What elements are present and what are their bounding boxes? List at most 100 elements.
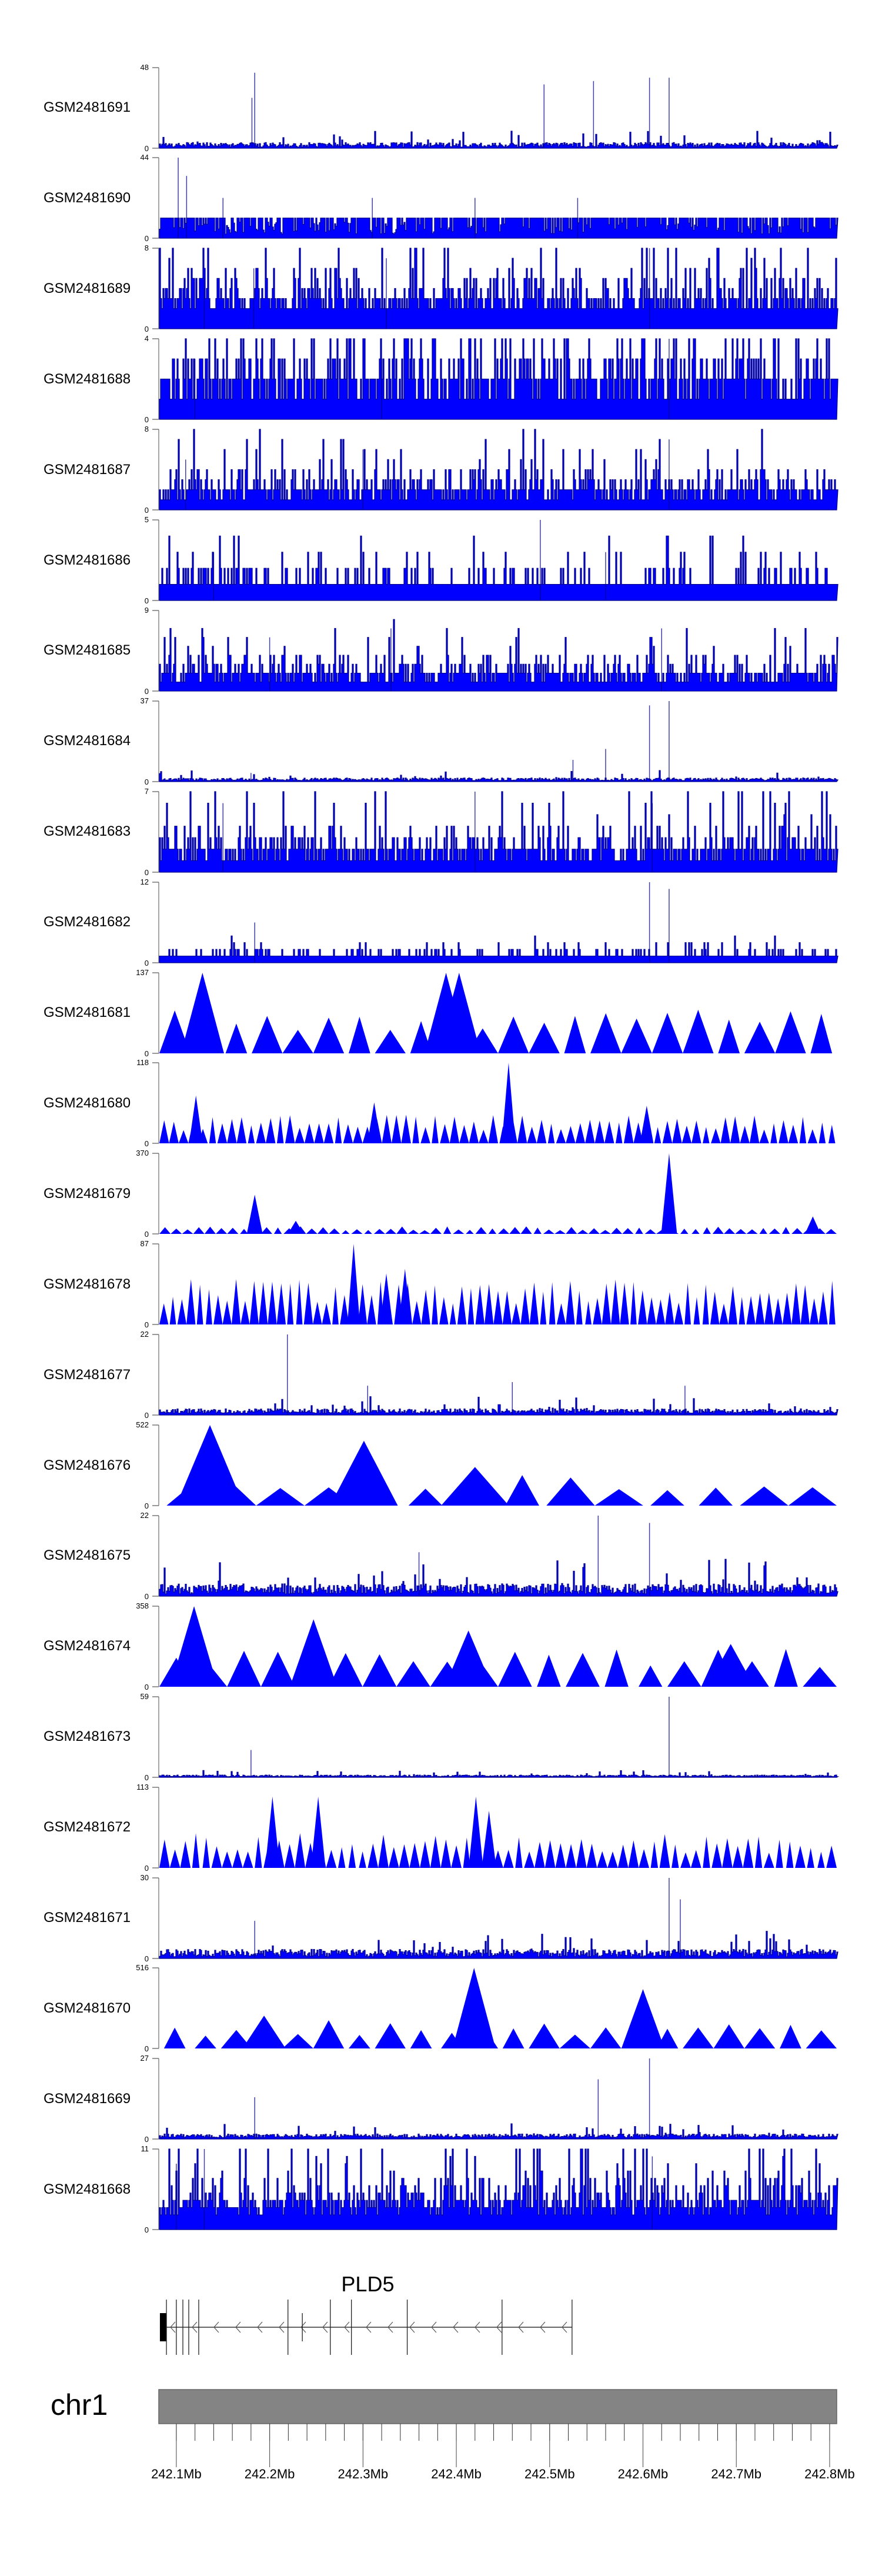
chromosome-label: chr1 [51, 2388, 108, 2421]
strand-arrow-icon [300, 2321, 306, 2333]
signal-peak [246, 1194, 263, 1234]
y-tick-label-min: 0 [145, 1320, 149, 1329]
track-plot: 90 [145, 606, 838, 696]
track-plot: 80 [145, 243, 838, 333]
strand-arrow-icon [344, 2321, 350, 2333]
track-plot: 522 0 [136, 1420, 837, 1510]
strand-arrow-icon [431, 2321, 437, 2333]
y-tick-label-min: 0 [145, 1139, 149, 1148]
track-plot: 50 [145, 515, 838, 605]
track-plot: 137 0 [136, 968, 833, 1058]
track-label: GSM2481689 [44, 280, 131, 296]
signal-area [159, 1559, 838, 1597]
track-label: GSM2481687 [44, 461, 131, 478]
signal-area [159, 248, 838, 329]
track-label: GSM2481670 [44, 2000, 131, 2016]
x-tick-label: 242.4Mb [431, 2467, 482, 2481]
gene-model [159, 2300, 573, 2355]
y-tick-label-min: 0 [145, 1864, 149, 1873]
signal-area [159, 218, 838, 239]
y-tick-label-max: 113 [136, 1783, 149, 1791]
signal-peak [288, 1221, 304, 1234]
signal-peak [621, 1989, 665, 2049]
strand-arrow-icon [387, 2321, 393, 2333]
strand-arrow-icon [518, 2321, 524, 2333]
y-tick-label-min: 0 [145, 868, 149, 877]
y-tick-label-min: 0 [145, 778, 149, 786]
track-plot: 44 0 [141, 153, 838, 243]
strand-arrow-icon [366, 2321, 372, 2333]
signal-area [159, 1770, 840, 1778]
track-label: GSM2481674 [44, 1638, 131, 1654]
signal-area [159, 2123, 838, 2140]
y-tick-label-max: 118 [136, 1058, 149, 1067]
signal-peak [242, 2016, 286, 2049]
y-tick-label-max: 9 [145, 606, 149, 615]
signal-peak [265, 1796, 280, 1868]
signal-peak [289, 1619, 338, 1687]
y-tick-label-min: 0 [145, 234, 149, 243]
signal-area [159, 1279, 836, 1325]
signal-peak [170, 1606, 218, 1687]
strand-arrow-icon [213, 2321, 219, 2333]
x-tick-label: 242.8Mb [804, 2467, 855, 2481]
track-plot: 27 0 [141, 2054, 838, 2144]
signal-area [159, 130, 838, 149]
y-tick-label-max: 44 [141, 153, 149, 162]
track-plot: 70 [145, 787, 838, 877]
y-tick-label-max: 12 [141, 877, 149, 886]
gene-utr-block [159, 2313, 167, 2341]
y-tick-label-max: 137 [136, 968, 149, 977]
track-plot: 40 [145, 334, 838, 424]
track-label: GSM2481677 [44, 1366, 131, 1383]
x-tick-label: 242.2Mb [245, 2467, 295, 2481]
y-tick-label-max: 8 [145, 243, 149, 252]
signal-peak [181, 972, 224, 1053]
y-tick-label-min: 0 [145, 1592, 149, 1601]
strand-arrow-icon [170, 2321, 176, 2333]
y-tick-label-min: 0 [145, 687, 149, 696]
track-plot: 11 0 [141, 2144, 838, 2234]
signal-peak [330, 1440, 398, 1506]
y-tick-label-max: 37 [141, 696, 149, 705]
signal-peak [441, 1467, 509, 1506]
signal-area [159, 2148, 838, 2230]
strand-arrow-icon [496, 2321, 502, 2333]
y-tick-label-max: 522 [136, 1420, 149, 1429]
track-label: GSM2481691 [44, 99, 131, 115]
track-label: GSM2481679 [44, 1185, 131, 1202]
signal-area [159, 1115, 836, 1144]
x-tick-label: 242.6Mb [618, 2467, 669, 2481]
x-tick-label: 242.1Mb [151, 2467, 202, 2481]
track-label: GSM2481678 [44, 1276, 131, 1292]
y-tick-label-min: 0 [145, 1954, 149, 1963]
track-label: GSM2481671 [44, 1910, 131, 1926]
signal-peak [189, 1096, 203, 1144]
y-tick-label-min: 0 [145, 415, 149, 424]
y-tick-label-min: 0 [145, 1773, 149, 1782]
strand-arrow-icon [453, 2321, 459, 2333]
signal-peak [661, 1153, 677, 1234]
signal-peak [502, 1063, 516, 1144]
signal-peak [176, 1425, 244, 1506]
x-tick-label: 242.7Mb [711, 2467, 761, 2481]
y-tick-label-max: 358 [136, 1601, 149, 1610]
signal-peak [452, 1968, 496, 2049]
track-label: GSM2481675 [44, 1547, 131, 1564]
signal-peak [445, 1630, 493, 1687]
y-tick-label-min: 0 [145, 506, 149, 515]
signal-area [159, 338, 838, 420]
strand-arrow-icon [192, 2321, 198, 2333]
track-label: GSM2481686 [44, 552, 131, 568]
y-tick-label-max: 22 [141, 1330, 149, 1339]
track-plot: 370 0 [136, 1149, 837, 1239]
signal-peak [399, 1269, 412, 1325]
signal-area [159, 2020, 837, 2049]
track-plot: 80 [145, 425, 838, 515]
track-label: GSM2481669 [44, 2090, 131, 2107]
y-tick-label-max: 48 [141, 63, 149, 72]
signal-area [159, 935, 838, 963]
signal-area [159, 1475, 837, 1506]
signal-peak [437, 972, 481, 1053]
y-tick-label-min: 0 [145, 2225, 149, 2234]
